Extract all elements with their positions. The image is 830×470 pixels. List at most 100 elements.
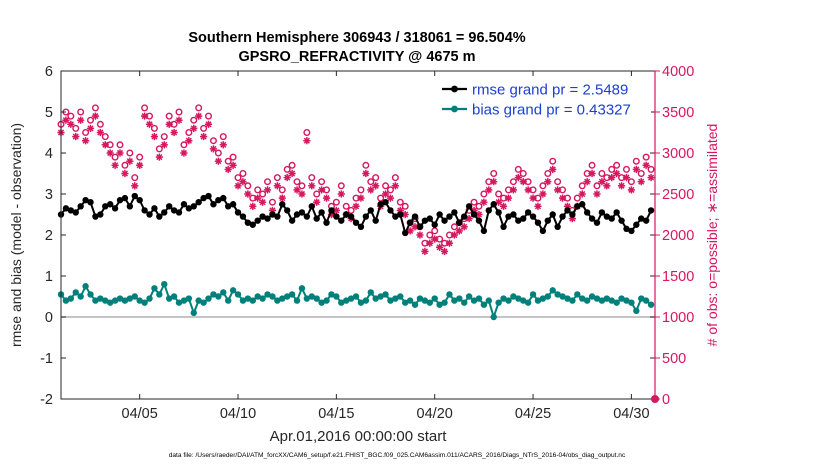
- series-point: [151, 205, 158, 212]
- assimilated-point-stroke: [116, 149, 124, 157]
- assimilated-point-stroke: [367, 186, 374, 193]
- series-point: [200, 299, 207, 306]
- assimilated-point: [514, 174, 522, 182]
- possible-point: [342, 202, 350, 210]
- assimilated-point: [318, 186, 326, 194]
- assimilated-point-stroke: [510, 186, 517, 193]
- series-point: [328, 291, 335, 298]
- assimilated-point: [386, 194, 395, 202]
- assimilated-point-stroke: [239, 178, 247, 185]
- assimilated-point-stroke: [387, 195, 394, 202]
- series-point: [342, 211, 350, 218]
- assimilated-point: [558, 194, 567, 202]
- series-point: [146, 211, 153, 218]
- assimilated-point: [608, 174, 616, 182]
- series-point: [224, 203, 232, 210]
- series-point: [283, 293, 291, 300]
- series-point: [647, 301, 655, 308]
- series-point: [323, 219, 330, 226]
- assimilated-point: [180, 149, 188, 157]
- possible-point: [87, 116, 95, 124]
- series-point: [529, 213, 537, 220]
- assimilated-point: [372, 182, 380, 190]
- assimilated-point: [199, 133, 208, 141]
- assimilated-point-stroke: [407, 227, 414, 234]
- series-point: [392, 213, 399, 220]
- assimilated-point: [627, 186, 635, 194]
- series-point: [62, 205, 70, 212]
- possible-point: [450, 223, 458, 231]
- series-point: [539, 227, 547, 235]
- x-tick-label: 04/15: [318, 406, 354, 422]
- right-tick-label: 4000: [662, 64, 694, 80]
- series-point: [215, 293, 222, 300]
- assimilated-point: [440, 247, 449, 255]
- assimilated-point: [367, 186, 375, 194]
- assimilated-point: [352, 202, 360, 210]
- assimilated-point-stroke: [525, 186, 532, 193]
- series-point: [298, 209, 306, 216]
- assimilated-point: [421, 247, 429, 255]
- series-point: [102, 203, 109, 210]
- series-point: [313, 295, 320, 302]
- series-point: [97, 295, 104, 302]
- series-point: [549, 287, 556, 294]
- assimilated-point-stroke: [67, 121, 74, 128]
- left-axis: -2 -1 0 1 2 3 4 5 6: [40, 64, 655, 408]
- series-point: [318, 299, 325, 306]
- possible-point: [647, 165, 655, 173]
- possible-point: [637, 169, 645, 177]
- series-point: [328, 207, 335, 214]
- series-point: [308, 293, 315, 300]
- series-point: [485, 207, 492, 214]
- assimilated-point: [426, 239, 434, 247]
- assimilated-point: [126, 157, 134, 165]
- possible-point: [495, 190, 503, 198]
- series-point: [574, 291, 581, 298]
- series-point: [102, 297, 109, 304]
- possible-point: [259, 190, 267, 198]
- series-point: [406, 219, 414, 226]
- assimilated-point: [263, 186, 272, 194]
- series-point: [534, 297, 542, 304]
- possible-point: [150, 124, 158, 132]
- series-point: [500, 223, 507, 230]
- series-point: [495, 209, 502, 216]
- possible-point: [613, 161, 621, 169]
- assimilated-point: [224, 165, 232, 173]
- possible-point: [318, 178, 326, 186]
- series-point: [588, 215, 596, 222]
- series-point: [195, 199, 202, 206]
- possible-point: [396, 198, 404, 206]
- series-point: [642, 297, 650, 304]
- series-point: [146, 295, 153, 302]
- assimilated-point-stroke: [539, 190, 546, 198]
- possible-point: [475, 202, 483, 210]
- left-tick-label: 0: [45, 310, 53, 326]
- series-point: [441, 299, 448, 306]
- assimilated-point: [588, 169, 596, 178]
- series-point: [234, 209, 242, 216]
- assimilated-point: [519, 178, 527, 186]
- assimilated-point-stroke: [333, 207, 340, 214]
- series-point: [288, 291, 296, 298]
- assimilated-point-stroke: [480, 199, 487, 206]
- series-point: [180, 297, 188, 304]
- series-point: [274, 297, 281, 304]
- series-point: [623, 297, 630, 304]
- assimilated-point: [219, 141, 227, 149]
- assimilated-point: [111, 161, 119, 169]
- series-point: [421, 297, 429, 304]
- right-axis: 0 500 1000 1500 2000 2500 3000 3500 4000: [651, 64, 694, 408]
- assimilated-point: [303, 137, 311, 145]
- assimilated-point: [480, 198, 488, 206]
- assimilated-point-stroke: [166, 121, 173, 128]
- series-point: [313, 215, 320, 222]
- assimilated-point: [436, 243, 444, 251]
- possible-point: [308, 174, 316, 182]
- possible-point: [377, 194, 385, 202]
- assimilated-point-stroke: [293, 186, 301, 193]
- series-point: [210, 201, 217, 208]
- assimilated-point-stroke: [210, 145, 217, 152]
- series-point: [367, 289, 374, 296]
